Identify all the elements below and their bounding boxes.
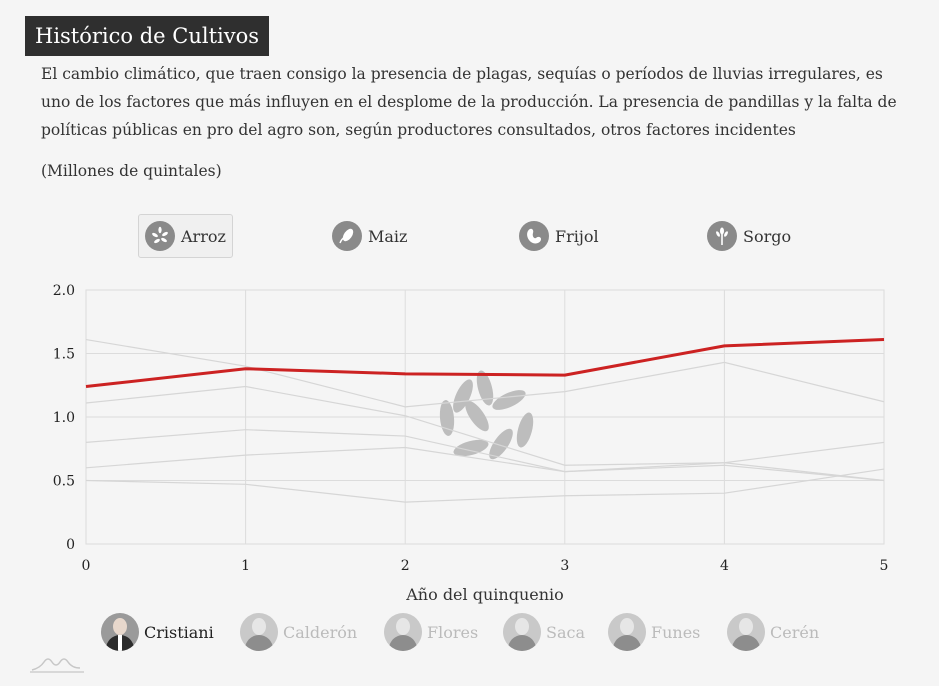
highlight-series xyxy=(85,338,885,389)
intro-text: El cambio climático, que traen consigo l… xyxy=(41,65,897,139)
sorghum-icon xyxy=(707,221,737,251)
tab-label: Sorgo xyxy=(743,226,792,246)
series-line-flores xyxy=(85,385,885,482)
president-calderon[interactable]: Calderón xyxy=(240,610,357,654)
series-line-ceren xyxy=(85,468,885,503)
x-axis-label: Año del quinquenio xyxy=(405,585,564,604)
y-tick-label: 0 xyxy=(66,537,75,553)
president-label: Cerén xyxy=(770,622,820,642)
avatar xyxy=(503,613,541,651)
x-tick-label: 5 xyxy=(880,558,889,574)
president-label: Cristiani xyxy=(144,622,214,642)
y-tick-label: 1.0 xyxy=(53,410,75,426)
chart-grid xyxy=(85,289,885,545)
tab-label: Arroz xyxy=(181,226,226,246)
bean-icon xyxy=(519,221,549,251)
background-series xyxy=(85,338,885,503)
x-tick-label: 4 xyxy=(720,558,729,574)
y-tick-label: 2.0 xyxy=(53,283,75,299)
avatar xyxy=(608,613,646,651)
tab-frijol[interactable]: Frijol xyxy=(513,214,605,258)
x-tick-label: 2 xyxy=(401,558,410,574)
president-label: Saca xyxy=(546,622,585,642)
tab-sorgo[interactable]: Sorgo xyxy=(701,214,797,258)
tab-arroz[interactable]: Arroz xyxy=(138,214,233,258)
y-axis: 0 0.5 1.0 1.5 2.0 xyxy=(53,283,75,553)
y-tick-label: 0.5 xyxy=(53,474,75,490)
x-axis: 0 1 2 3 4 5 xyxy=(82,558,889,574)
tab-maiz[interactable]: Maiz xyxy=(326,214,413,258)
president-cristiani[interactable]: Cristiani xyxy=(101,610,214,654)
avatar xyxy=(384,613,422,651)
page-title: Histórico de Cultivos xyxy=(25,16,270,56)
president-saca[interactable]: Saca xyxy=(503,610,585,654)
series-line-saca xyxy=(85,429,885,473)
crop-tabs: Arroz Maiz Frijol xyxy=(0,214,939,262)
president-label: Flores xyxy=(427,622,479,642)
series-line-funes xyxy=(85,446,885,482)
tab-label: Maiz xyxy=(368,226,408,246)
avatar xyxy=(101,613,139,651)
avatar xyxy=(240,613,278,651)
president-funes[interactable]: Funes xyxy=(608,610,700,654)
x-tick-label: 1 xyxy=(241,558,250,574)
unit-label: (Millones de quintales) xyxy=(41,162,222,180)
line-chart: 0 0.5 1.0 1.5 2.0 0 1 2 3 4 5 Año del quinquenio xyxy=(53,283,889,604)
president-selector: Cristiani Calderón Flores Saca Funes Cer… xyxy=(0,610,939,656)
president-flores[interactable]: Flores xyxy=(384,610,478,654)
tab-label: Frijol xyxy=(555,226,599,246)
brand-logo-icon xyxy=(30,658,84,673)
y-tick-label: 1.5 xyxy=(53,347,75,363)
series-line-calderon xyxy=(85,338,885,408)
corn-icon xyxy=(332,221,362,251)
president-label: Funes xyxy=(651,622,701,642)
x-tick-label: 3 xyxy=(560,558,569,574)
series-line-cristiani xyxy=(85,338,885,389)
president-label: Calderón xyxy=(283,622,358,642)
avatar xyxy=(727,613,765,651)
rice-watermark-icon xyxy=(439,370,534,460)
rice-icon xyxy=(145,221,175,251)
president-ceren[interactable]: Cerén xyxy=(727,610,819,654)
x-tick-label: 0 xyxy=(82,558,91,574)
